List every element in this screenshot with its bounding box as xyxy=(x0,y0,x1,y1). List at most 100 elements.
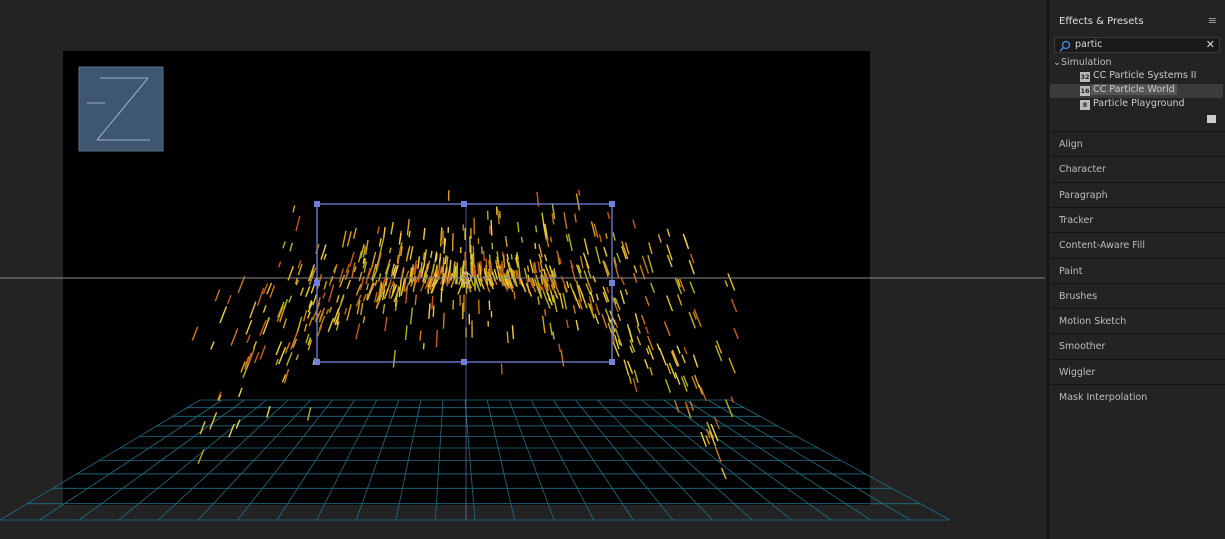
panel-section[interactable]: Character xyxy=(1049,156,1225,181)
particle xyxy=(612,341,620,357)
particle xyxy=(346,304,352,321)
particle xyxy=(501,276,508,290)
particle xyxy=(541,286,545,293)
effects-panel: Effects & Presets ≡ partic ✕ ⌄Simulation… xyxy=(1047,0,1225,539)
logo xyxy=(78,66,164,152)
grid-col xyxy=(78,399,245,521)
particle xyxy=(400,278,406,296)
particle xyxy=(336,294,340,303)
grid-col xyxy=(530,399,595,521)
particle xyxy=(689,400,695,411)
particle xyxy=(423,249,428,268)
particle xyxy=(587,269,592,279)
particle xyxy=(541,277,548,291)
particle xyxy=(624,288,628,296)
particle xyxy=(666,244,673,261)
particle xyxy=(698,384,704,395)
particle xyxy=(426,260,431,272)
particle xyxy=(550,290,555,303)
particle xyxy=(378,238,382,247)
particle xyxy=(629,339,636,353)
particle xyxy=(237,275,246,294)
grid-col xyxy=(486,399,515,521)
particle xyxy=(720,467,727,480)
particle xyxy=(483,270,488,282)
particle xyxy=(666,254,673,268)
panel-menu[interactable]: ≡ xyxy=(1207,14,1217,27)
particle xyxy=(307,301,314,313)
particle xyxy=(607,316,611,323)
particle xyxy=(259,345,267,360)
particle xyxy=(428,303,431,319)
particle xyxy=(460,275,464,286)
particle xyxy=(641,255,650,274)
particles xyxy=(191,189,739,480)
panel-section[interactable]: Wiggler xyxy=(1049,358,1225,384)
particle xyxy=(312,293,318,306)
particle xyxy=(427,277,433,288)
group[interactable]: ⌄Simulation xyxy=(1053,57,1112,68)
particle xyxy=(664,379,672,393)
panel-section[interactable]: Smoother xyxy=(1049,333,1225,358)
effect-item[interactable]: 16 CC Particle World xyxy=(1050,84,1223,98)
particle xyxy=(266,406,271,418)
particle xyxy=(292,338,298,348)
particle xyxy=(565,234,569,242)
particle xyxy=(244,356,250,368)
particle xyxy=(390,221,394,235)
panel-section[interactable]: Brushes xyxy=(1049,282,1225,308)
panel-section[interactable]: Paragraph xyxy=(1049,181,1225,207)
particle xyxy=(210,341,215,350)
particle xyxy=(644,295,650,307)
clear-search[interactable]: ✕ xyxy=(1205,38,1215,51)
particle xyxy=(538,253,543,263)
particle xyxy=(535,225,538,233)
particle xyxy=(700,431,707,447)
particle xyxy=(671,349,680,367)
particle xyxy=(666,363,672,375)
panel-section[interactable]: Paint xyxy=(1049,257,1225,283)
particle xyxy=(191,326,199,341)
particle xyxy=(547,294,551,302)
particle xyxy=(277,261,282,268)
particle xyxy=(328,278,333,287)
particle xyxy=(645,326,649,335)
particle xyxy=(488,277,494,290)
new-bin-icon[interactable] xyxy=(1207,115,1216,123)
particle xyxy=(517,260,521,277)
particle xyxy=(533,278,541,293)
panel-section[interactable]: Align xyxy=(1049,131,1225,156)
particle xyxy=(333,266,337,273)
grid-col xyxy=(316,399,378,521)
panel-section[interactable]: Tracker xyxy=(1049,206,1225,232)
particle xyxy=(422,227,426,240)
particle xyxy=(249,301,257,319)
particle xyxy=(242,362,250,378)
particle xyxy=(688,311,694,323)
handle xyxy=(609,280,615,286)
particle xyxy=(541,315,546,334)
particle xyxy=(587,302,594,316)
particle xyxy=(297,260,302,269)
handle xyxy=(314,359,320,365)
search-box[interactable]: partic ✕ xyxy=(1054,37,1220,53)
particle xyxy=(658,347,667,366)
effect-item[interactable]: 32 CC Particle Systems II xyxy=(1050,70,1223,84)
panel-section[interactable]: Motion Sketch xyxy=(1049,308,1225,333)
section-label: Wiggler xyxy=(1059,366,1096,378)
particle xyxy=(689,253,695,264)
particle xyxy=(297,263,303,276)
panel-section[interactable]: Mask Interpolation xyxy=(1049,384,1225,409)
particle xyxy=(396,286,400,298)
panel-section[interactable]: Content-Aware Fill xyxy=(1049,232,1225,257)
grid-col xyxy=(158,399,289,521)
particle xyxy=(575,319,580,331)
effect-item[interactable]: 8 Particle Playground xyxy=(1050,98,1223,112)
particle xyxy=(290,331,299,350)
particle xyxy=(514,257,519,265)
particle xyxy=(450,273,454,281)
particle xyxy=(529,259,534,274)
particle xyxy=(303,323,308,332)
particle xyxy=(197,449,205,465)
